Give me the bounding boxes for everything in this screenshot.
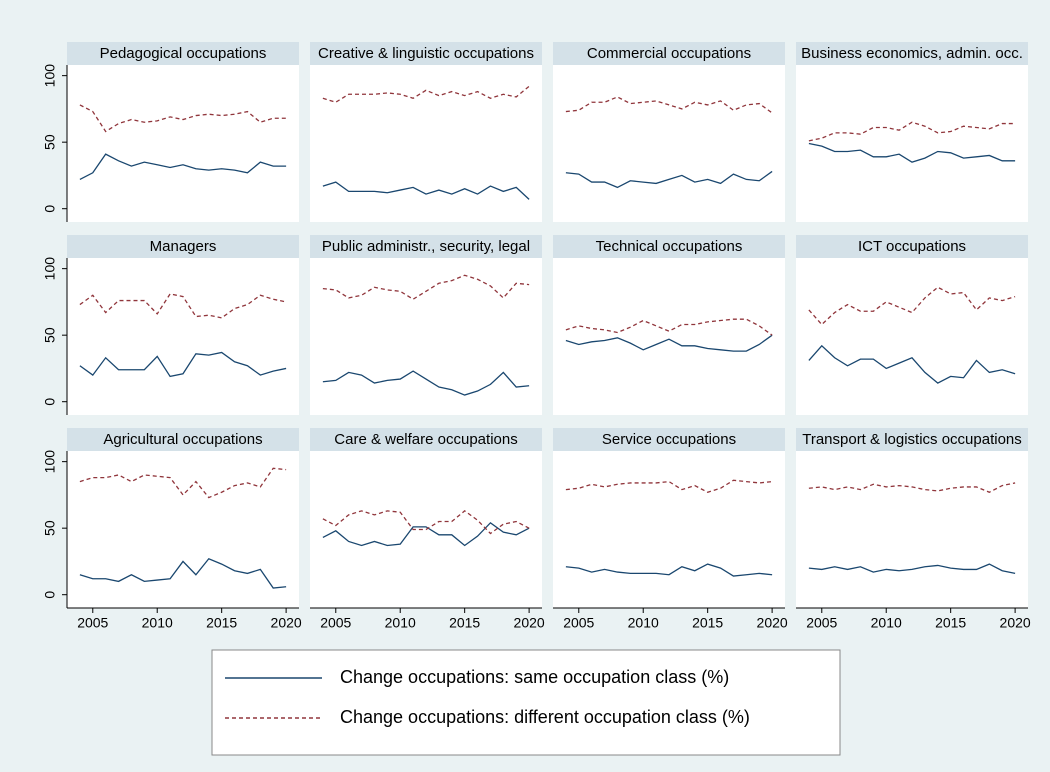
y-tick-label: 100 bbox=[42, 450, 58, 474]
series-line bbox=[322, 370, 530, 396]
y-tick-label: 50 bbox=[42, 134, 58, 150]
panel-strip bbox=[796, 42, 1028, 65]
legend-label: Change occupations: same occupation clas… bbox=[340, 667, 729, 687]
panel-title: Care & welfare occupations bbox=[334, 431, 517, 448]
panel-strip bbox=[310, 428, 542, 451]
y-tick-label: 100 bbox=[42, 257, 58, 281]
x-tick-label: 2010 bbox=[385, 615, 416, 631]
series-line bbox=[322, 274, 530, 301]
series-line bbox=[565, 563, 773, 577]
y-tick-label: 0 bbox=[42, 591, 58, 599]
series-line bbox=[808, 563, 1016, 575]
series-line bbox=[808, 482, 1016, 493]
series-line bbox=[565, 318, 773, 336]
series-line bbox=[565, 96, 773, 114]
x-tick-label: 2005 bbox=[806, 615, 837, 631]
series-line bbox=[322, 521, 530, 547]
series-line bbox=[565, 334, 773, 352]
series-line bbox=[322, 181, 530, 200]
x-tick-label: 2020 bbox=[514, 615, 545, 631]
x-tick-label: 2015 bbox=[692, 615, 723, 631]
y-tick-label: 100 bbox=[42, 64, 58, 88]
panel-strip bbox=[796, 428, 1028, 451]
plot-area bbox=[553, 258, 785, 415]
plot-area bbox=[553, 451, 785, 608]
series-line bbox=[808, 344, 1016, 384]
panel-title: Public administr., security, legal bbox=[322, 238, 530, 255]
x-tick-label: 2015 bbox=[206, 615, 237, 631]
y-tick-label: 0 bbox=[42, 205, 58, 213]
panel-title: Service occupations bbox=[602, 431, 736, 448]
panel-title: Transport & logistics occupations bbox=[802, 431, 1022, 448]
x-tick-label: 2020 bbox=[271, 615, 302, 631]
series-line bbox=[808, 121, 1016, 142]
legend-label: Change occupations: different occupation… bbox=[340, 707, 750, 727]
x-tick-label: 2005 bbox=[320, 615, 351, 631]
panel-title: ICT occupations bbox=[858, 238, 966, 255]
series-line bbox=[79, 293, 287, 319]
x-tick-label: 2005 bbox=[77, 615, 108, 631]
series-line bbox=[79, 351, 287, 378]
legend-box bbox=[211, 649, 841, 756]
panel-title: Commercial occupations bbox=[587, 45, 751, 62]
plot-area bbox=[67, 258, 299, 415]
x-tick-label: 2010 bbox=[142, 615, 173, 631]
x-tick-label: 2005 bbox=[563, 615, 594, 631]
panel-strip bbox=[553, 428, 785, 451]
plot-area bbox=[310, 65, 542, 222]
series-line bbox=[79, 467, 287, 499]
plot-area bbox=[553, 65, 785, 222]
x-tick-label: 2010 bbox=[628, 615, 659, 631]
x-tick-label: 2010 bbox=[871, 615, 902, 631]
series-line bbox=[79, 104, 287, 133]
panel-strip bbox=[553, 42, 785, 65]
series-line bbox=[565, 479, 773, 493]
y-tick-label: 50 bbox=[42, 520, 58, 536]
panel-title: Creative & linguistic occupations bbox=[318, 45, 534, 62]
panel-strip bbox=[310, 42, 542, 65]
plot-area bbox=[796, 65, 1028, 222]
panel-strip bbox=[796, 235, 1028, 258]
panel-strip bbox=[67, 235, 299, 258]
panel-strip bbox=[553, 235, 785, 258]
panel-strip bbox=[67, 428, 299, 451]
plot-area bbox=[67, 451, 299, 608]
panel-strip bbox=[310, 235, 542, 258]
panel-strip bbox=[67, 42, 299, 65]
series-line bbox=[322, 85, 530, 103]
x-tick-label: 2020 bbox=[757, 615, 788, 631]
x-tick-label: 2020 bbox=[1000, 615, 1031, 631]
series-line bbox=[808, 142, 1016, 163]
panel-title: Technical occupations bbox=[596, 238, 743, 255]
plot-area bbox=[796, 258, 1028, 415]
series-line bbox=[79, 153, 287, 181]
x-tick-label: 2015 bbox=[935, 615, 966, 631]
series-line bbox=[565, 170, 773, 189]
series-line bbox=[79, 557, 287, 589]
panel-title: Agricultural occupations bbox=[103, 431, 262, 448]
plot-area bbox=[796, 451, 1028, 608]
plot-area bbox=[310, 258, 542, 415]
y-tick-label: 0 bbox=[42, 398, 58, 406]
panel-title: Managers bbox=[150, 238, 217, 255]
series-line bbox=[322, 510, 530, 535]
panel-title: Pedagogical occupations bbox=[100, 45, 267, 62]
plot-area bbox=[67, 65, 299, 222]
x-tick-label: 2015 bbox=[449, 615, 480, 631]
panel-title: Business economics, admin. occ. bbox=[801, 45, 1023, 62]
y-tick-label: 50 bbox=[42, 327, 58, 343]
